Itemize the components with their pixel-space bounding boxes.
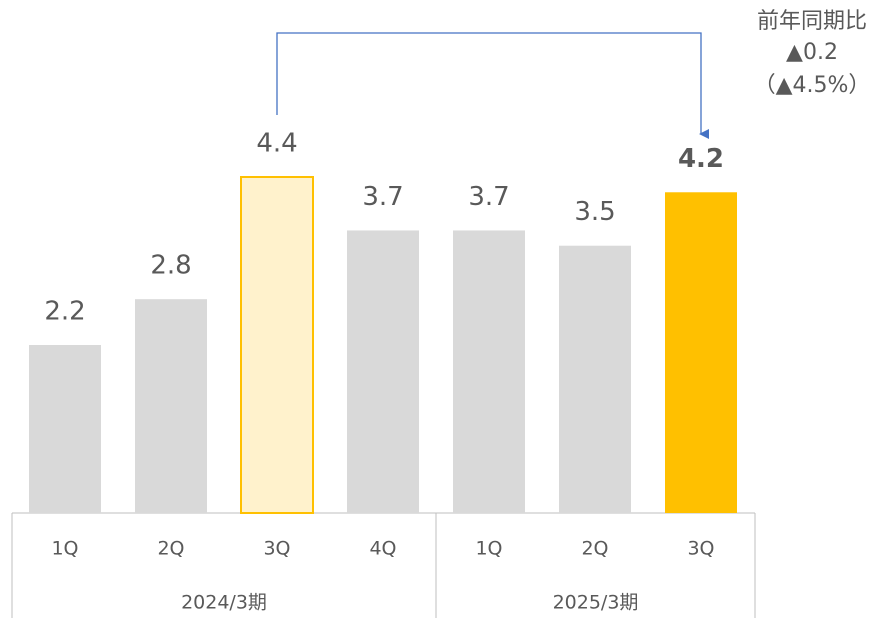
x-tick-label: 1Q bbox=[51, 538, 78, 560]
bar bbox=[347, 230, 419, 514]
value-label: 4.4 bbox=[256, 129, 297, 159]
value-label: 3.5 bbox=[574, 197, 615, 227]
value-label: 3.7 bbox=[362, 182, 403, 212]
value-label: 3.7 bbox=[468, 182, 509, 212]
annotation-text: ▲0.2 bbox=[786, 40, 838, 65]
bar bbox=[240, 176, 314, 514]
bar bbox=[29, 345, 101, 513]
annotation-text: 前年同期比 bbox=[757, 9, 867, 34]
value-label: 2.8 bbox=[150, 251, 191, 281]
bar bbox=[453, 230, 525, 514]
annotation-text: （▲4.5%） bbox=[754, 73, 871, 98]
bar bbox=[559, 245, 631, 513]
x-tick-label: 1Q bbox=[475, 538, 502, 560]
group-label: 2025/3期 bbox=[553, 592, 639, 614]
x-tick-label: 4Q bbox=[369, 538, 396, 560]
x-tick-label: 3Q bbox=[263, 538, 290, 560]
value-label: 4.2 bbox=[678, 144, 724, 174]
bar bbox=[665, 192, 737, 514]
group-label: 2024/3期 bbox=[181, 592, 267, 614]
bar bbox=[135, 299, 207, 513]
x-tick-label: 2Q bbox=[157, 538, 184, 560]
comparison-bracket bbox=[276, 32, 709, 139]
value-label: 2.2 bbox=[44, 297, 85, 327]
x-tick-label: 2Q bbox=[581, 538, 608, 560]
x-tick-label: 3Q bbox=[687, 538, 714, 560]
